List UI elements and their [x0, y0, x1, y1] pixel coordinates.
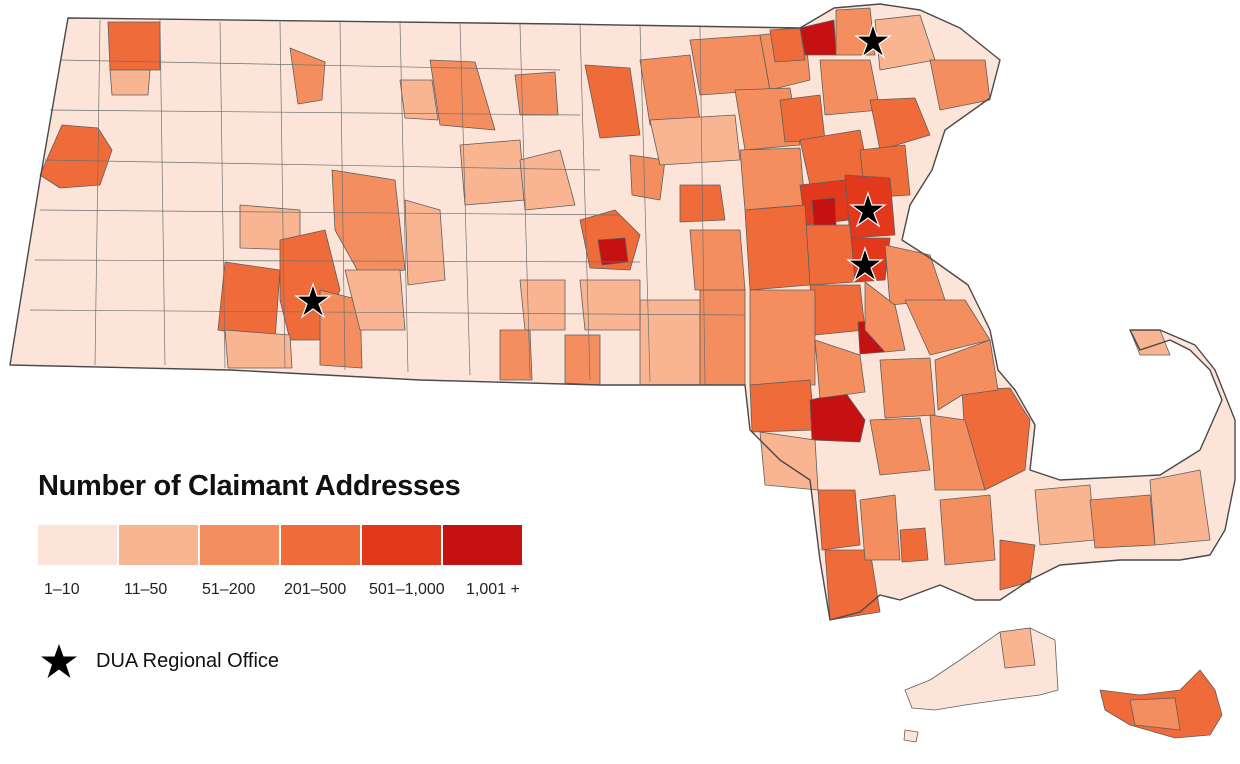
- town-region: [429, 59, 496, 131]
- legend-label-5: 501–1,000: [369, 581, 445, 598]
- town-region: [344, 269, 406, 331]
- town-region: [811, 197, 837, 227]
- office-star-lawrence[interactable]: [854, 22, 892, 59]
- town-region: [779, 94, 826, 143]
- town-boundaries: [29, 19, 746, 386]
- town-region: [319, 289, 363, 369]
- town-region: [809, 284, 866, 336]
- nantucket: [1099, 669, 1223, 739]
- town-region: [814, 339, 866, 399]
- town-region: [749, 289, 816, 386]
- town-region: [107, 21, 161, 71]
- legend-swatch-2: [119, 525, 198, 565]
- legend-label-2: 11–50: [124, 581, 168, 598]
- town-region: [939, 494, 996, 566]
- office-legend: DUA Regional Office: [40, 643, 279, 679]
- town-region: [639, 54, 701, 126]
- town-region: [39, 124, 113, 189]
- town-region: [649, 114, 741, 166]
- town-region: [759, 431, 819, 491]
- office-star-brockton[interactable]: [846, 246, 884, 283]
- town-region: [859, 494, 901, 561]
- town-region: [749, 379, 816, 433]
- town-region: [804, 224, 856, 286]
- office-legend-label: DUA Regional Office: [96, 649, 280, 672]
- town-region: [769, 27, 806, 63]
- island-small: [903, 729, 919, 743]
- town-region: [399, 79, 439, 121]
- town-region: [629, 154, 666, 201]
- town-region: [824, 549, 881, 621]
- town-region: [869, 97, 931, 151]
- legend-label-4: 201–500: [284, 581, 347, 598]
- town-region: [879, 357, 936, 419]
- town-region: [999, 627, 1036, 669]
- legend-title: Number of Claimant Addresses: [38, 470, 461, 502]
- town-region: [597, 237, 629, 266]
- town-regions: [39, 7, 1211, 621]
- town-region: [899, 527, 929, 563]
- state-outline: [9, 3, 1236, 621]
- island-vineyard: [904, 627, 1059, 711]
- office-markers: [294, 22, 892, 319]
- town-region: [929, 414, 986, 491]
- legend-swatch-5: [362, 525, 441, 565]
- town-region: [999, 539, 1036, 591]
- town-region: [579, 279, 641, 331]
- legend-swatch-1: [38, 525, 117, 565]
- town-region: [1089, 494, 1156, 549]
- town-region: [564, 334, 601, 386]
- town-region: [817, 489, 861, 551]
- town-region: [584, 64, 641, 139]
- office-star-springfield[interactable]: [294, 282, 332, 319]
- marthas-vineyard: [903, 627, 1059, 743]
- town-region: [224, 329, 293, 369]
- legend-label-6: 1,001 +: [466, 581, 520, 598]
- office-star-boston[interactable]: [849, 191, 887, 228]
- town-region: [864, 281, 906, 353]
- town-region: [459, 139, 526, 206]
- legend-color-scale: [38, 525, 522, 565]
- town-region: [934, 339, 999, 411]
- town-region: [404, 199, 446, 286]
- legend-swatch-4: [281, 525, 360, 565]
- town-region: [739, 147, 806, 211]
- town-region: [109, 69, 151, 96]
- town-region: [699, 289, 746, 386]
- legend-swatch-6: [443, 525, 522, 565]
- town-region: [689, 229, 746, 291]
- town-region: [519, 149, 576, 211]
- town-region: [744, 204, 811, 291]
- town-region: [929, 59, 991, 111]
- town-region: [217, 261, 281, 341]
- town-region: [1149, 469, 1211, 546]
- town-region: [519, 279, 566, 331]
- town-region: [289, 47, 326, 105]
- star-icon: [41, 644, 77, 678]
- town-region: [689, 34, 771, 96]
- legend-label-1: 1–10: [44, 581, 80, 598]
- legend-label-3: 51–200: [202, 581, 256, 598]
- legend-swatch-3: [200, 525, 279, 565]
- town-region: [499, 329, 533, 381]
- town-region: [1034, 484, 1096, 546]
- town-region: [884, 244, 946, 306]
- town-region: [869, 417, 931, 476]
- town-region: [1129, 697, 1181, 731]
